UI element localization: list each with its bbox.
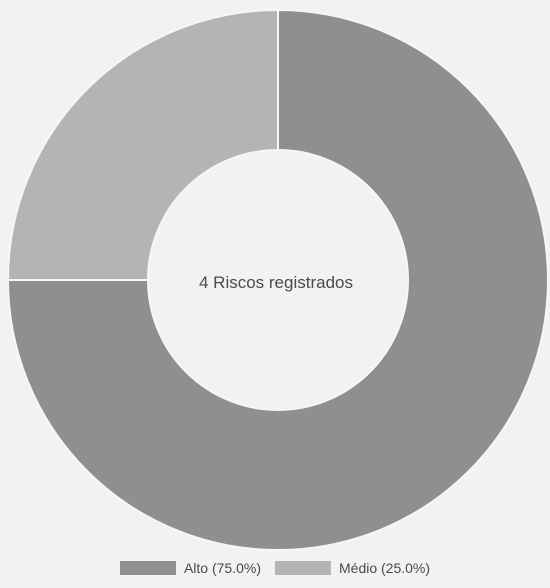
donut-chart-svg: 4 Riscos registrados bbox=[6, 8, 549, 551]
legend-swatch-alto bbox=[119, 561, 176, 575]
legend-label-alto: Alto (75.0%) bbox=[183, 560, 261, 576]
slice-alto[interactable] bbox=[6, 8, 549, 551]
legend-swatch-medio bbox=[275, 561, 331, 575]
slices-group bbox=[6, 8, 549, 551]
legend-label-medio: Médio (25.0%) bbox=[339, 560, 431, 576]
legend-item-medio[interactable]: Médio (25.0%) bbox=[275, 560, 430, 576]
center-label: 4 Riscos registrados bbox=[199, 273, 353, 292]
legend-item-alto[interactable]: Alto (75.0%) bbox=[119, 560, 261, 576]
slice-medio[interactable] bbox=[6, 8, 279, 281]
legend: Alto (75.0%) Médio (25.0%) bbox=[0, 560, 550, 576]
